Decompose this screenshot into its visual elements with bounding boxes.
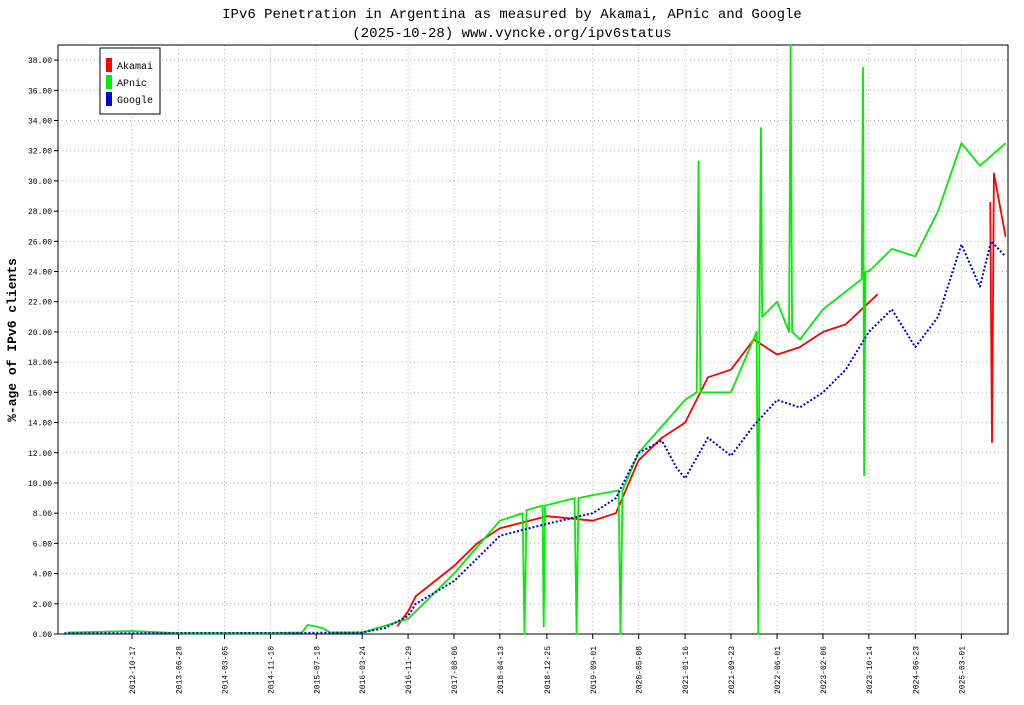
y-tick-label: 12.00 — [28, 450, 52, 459]
series-line — [396, 172, 1007, 627]
y-tick-label: 0.00 — [33, 631, 52, 640]
x-tick-label: 2024-06-23 — [912, 646, 921, 694]
y-tick-label: 8.00 — [33, 510, 52, 519]
legend-swatch — [106, 92, 112, 106]
x-tick-label: 2014-11-10 — [267, 646, 276, 694]
y-tick-label: 20.00 — [28, 329, 52, 338]
x-tick-label: 2014-03-05 — [222, 646, 231, 694]
x-tick-label: 2016-03-24 — [359, 646, 368, 694]
x-tick-label: 2021-01-16 — [682, 646, 691, 694]
y-axis-label: %-age of IPv6 clients — [5, 258, 20, 422]
x-tick-label: 2015-07-18 — [313, 646, 322, 694]
x-tick-label: 2023-10-14 — [866, 646, 875, 694]
y-tick-label: 2.00 — [33, 601, 52, 610]
legend-label: APnic — [117, 78, 147, 90]
y-tick-label: 28.00 — [28, 208, 52, 217]
legend-swatch — [106, 75, 112, 89]
chart-title: IPv6 Penetration in Argentina as measure… — [222, 7, 802, 23]
x-tick-label: 2019-09-01 — [590, 646, 599, 694]
series-line — [67, 44, 1007, 635]
y-tick-label: 26.00 — [28, 238, 52, 247]
x-tick-label: 2018-12-25 — [544, 646, 553, 694]
y-tick-label: 24.00 — [28, 269, 52, 278]
series-line — [64, 240, 1007, 635]
x-tick-label: 2023-02-06 — [820, 646, 829, 694]
y-tick-label: 32.00 — [28, 148, 52, 157]
y-tick-label: 38.00 — [28, 57, 52, 66]
plot-frame — [57, 44, 1009, 635]
y-tick-label: 22.00 — [28, 299, 52, 308]
y-tick-label: 16.00 — [28, 389, 52, 398]
y-tick-label: 6.00 — [33, 540, 52, 549]
legend-label: Akamai — [117, 61, 153, 73]
y-tick-label: 36.00 — [28, 87, 52, 96]
y-tick-label: 14.00 — [28, 420, 52, 429]
legend-swatch — [106, 58, 112, 72]
y-tick-label: 18.00 — [28, 359, 52, 368]
x-tick-label: 2017-08-06 — [451, 646, 460, 694]
y-tick-label: 4.00 — [33, 571, 52, 580]
y-tick-label: 30.00 — [28, 178, 52, 187]
x-tick-label: 2025-03-01 — [958, 646, 967, 694]
y-tick-label: 10.00 — [28, 480, 52, 489]
y-tick-label: 34.00 — [28, 118, 52, 127]
x-tick-label: 2020-05-08 — [636, 646, 645, 694]
x-tick-label: 2012-10-17 — [129, 646, 138, 694]
chart-subtitle: (2025-10-28) www.vyncke.org/ipv6status — [352, 26, 671, 42]
legend-label: Google — [117, 95, 153, 107]
x-tick-label: 2021-09-23 — [728, 646, 737, 694]
x-tick-label: 2016-11-29 — [405, 646, 414, 694]
x-tick-label: 2022-06-01 — [774, 646, 783, 694]
x-tick-label: 2013-06-28 — [176, 646, 185, 694]
x-tick-label: 2018-04-13 — [497, 646, 506, 694]
